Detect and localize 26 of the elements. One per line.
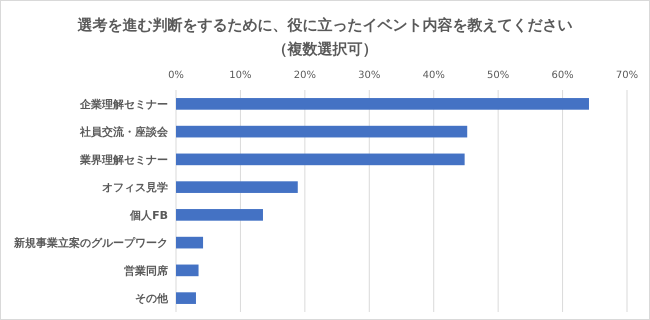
bar <box>176 264 199 276</box>
chart-title: 選考を進む判断をするために、役に立ったイベント内容を教えてください <box>76 16 572 34</box>
chart-subtitle: （複数選択可） <box>272 40 378 58</box>
x-tick-label: 70% <box>616 70 638 81</box>
y-tick-label: その他 <box>135 292 169 306</box>
x-tick-label: 60% <box>551 70 574 81</box>
y-tick-label: 企業理解セミナー <box>79 98 168 111</box>
y-tick-label: 業界理解セミナー <box>79 153 168 166</box>
bar <box>176 181 298 193</box>
bar <box>176 292 196 304</box>
bar <box>176 126 468 138</box>
y-tick-label: 社員交流・座談会 <box>79 126 169 139</box>
x-tick-label: 10% <box>229 70 252 81</box>
y-tick-label: 新規事業立案のグループワーク <box>13 236 168 250</box>
x-tick-label: 30% <box>358 70 380 81</box>
y-tick-label: 個人FB <box>129 208 168 222</box>
bar <box>176 236 204 248</box>
x-tick-label: 20% <box>294 70 316 81</box>
bar <box>176 154 465 166</box>
y-tick-label: 営業同席 <box>124 264 168 278</box>
bar <box>176 209 263 221</box>
x-tick-label: 0% <box>168 70 184 81</box>
y-tick-label: オフィス見学 <box>102 181 168 194</box>
bar <box>176 98 589 110</box>
x-tick-label: 40% <box>422 70 445 81</box>
x-tick-label: 50% <box>487 70 510 81</box>
